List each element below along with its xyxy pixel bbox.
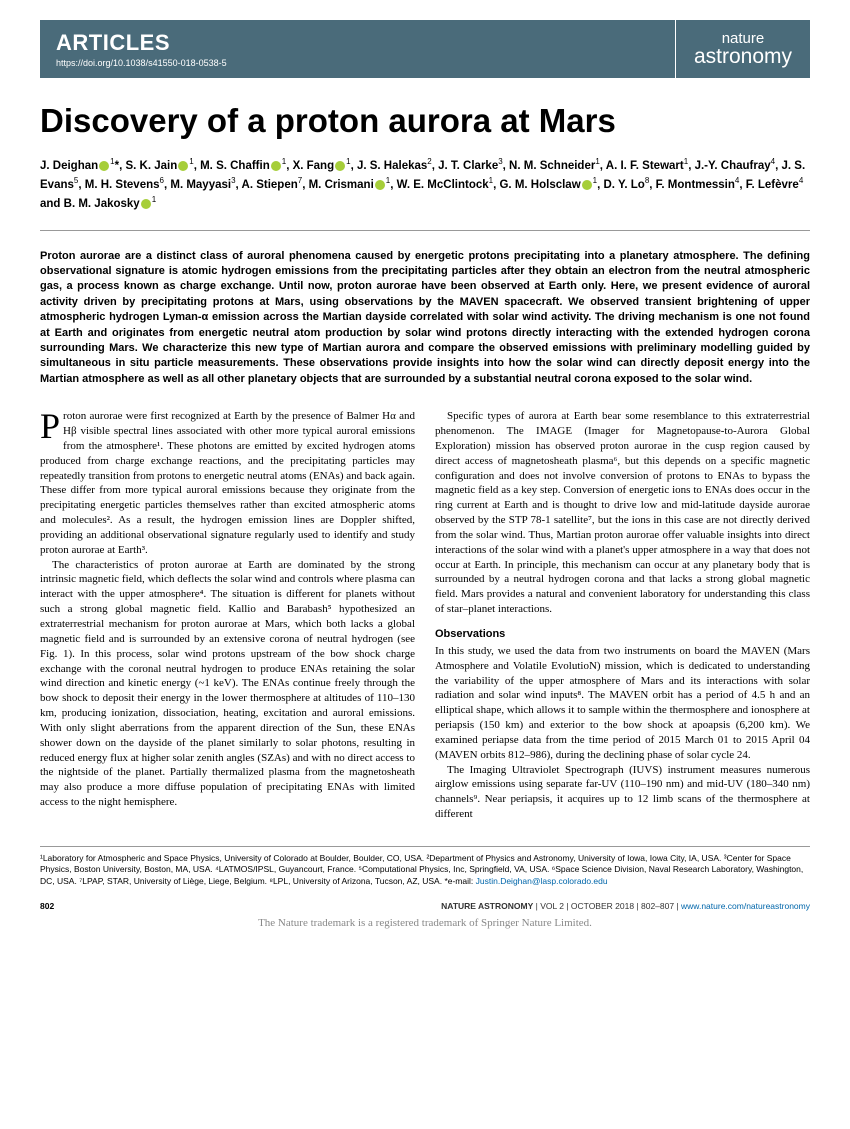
body-p1: Proton aurorae were first recognized at … bbox=[40, 409, 415, 557]
affiliations: ¹Laboratory for Atmospheric and Space Ph… bbox=[40, 846, 810, 887]
page-number: 802 bbox=[40, 901, 54, 911]
body-text: Proton aurorae were first recognized at … bbox=[40, 409, 810, 822]
footer-url[interactable]: www.nature.com/natureastronomy bbox=[681, 901, 810, 911]
corresponding-email[interactable]: Justin.Deighan@lasp.colorado.edu bbox=[476, 876, 608, 886]
journal-logo: nature astronomy bbox=[675, 20, 810, 78]
page-footer: 802 NATURE ASTRONOMY | VOL 2 | OCTOBER 2… bbox=[40, 901, 810, 911]
abstract: Proton aurorae are a distinct class of a… bbox=[40, 249, 810, 388]
trademark-notice: The Nature trademark is a registered tra… bbox=[40, 917, 810, 929]
affiliations-text: ¹Laboratory for Atmospheric and Space Ph… bbox=[40, 853, 803, 886]
journal-header: ARTICLES https://doi.org/10.1038/s41550-… bbox=[40, 20, 810, 78]
footer-journal: NATURE ASTRONOMY bbox=[441, 901, 533, 911]
author-list: J. Deighan1*, S. K. Jain1, M. S. Chaffin… bbox=[40, 156, 810, 231]
footer-vol: | VOL 2 | OCTOBER 2018 | 802–807 | bbox=[533, 901, 681, 911]
journal-name-top: nature bbox=[722, 31, 765, 46]
header-left: ARTICLES https://doi.org/10.1038/s41550-… bbox=[40, 20, 675, 78]
article-title: Discovery of a proton aurora at Mars bbox=[40, 102, 810, 140]
footer-citation: NATURE ASTRONOMY | VOL 2 | OCTOBER 2018 … bbox=[441, 901, 810, 911]
doi-link[interactable]: https://doi.org/10.1038/s41550-018-0538-… bbox=[56, 58, 659, 68]
section-label: ARTICLES bbox=[56, 30, 659, 56]
section-observations: Observations bbox=[435, 627, 810, 642]
body-p5: The Imaging Ultraviolet Spectrograph (IU… bbox=[435, 763, 810, 822]
body-p2: The characteristics of proton aurorae at… bbox=[40, 558, 415, 810]
body-p3: Specific types of aurora at Earth bear s… bbox=[435, 409, 810, 617]
journal-name-bottom: astronomy bbox=[694, 46, 792, 67]
body-p4: In this study, we used the data from two… bbox=[435, 644, 810, 763]
